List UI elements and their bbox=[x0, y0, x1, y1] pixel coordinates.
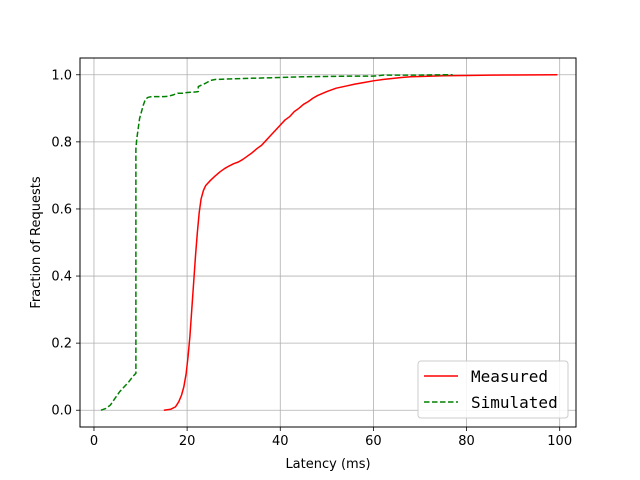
series-line-measured bbox=[163, 74, 558, 411]
plot-frame bbox=[79, 57, 577, 428]
grid-lines bbox=[80, 58, 576, 427]
y-tick-label: 0.0 bbox=[51, 404, 72, 419]
x-tick-label: 80 bbox=[458, 434, 475, 449]
x-axis-label: Latency (ms) bbox=[285, 457, 370, 472]
legend: Measured Simulated bbox=[417, 360, 569, 419]
y-tick-label: 0.4 bbox=[51, 270, 72, 285]
legend-label-measured: Measured bbox=[471, 367, 548, 386]
x-tick-label: 0 bbox=[90, 434, 98, 449]
x-tick-label: 60 bbox=[365, 434, 382, 449]
legend-label-simulated: Simulated bbox=[471, 393, 558, 412]
y-axis-label: Fraction of Requests bbox=[29, 176, 44, 308]
axis-ticks: 0 20 40 60 80 100 0.0 0.2 0.4 0.6 0.8 1.0 bbox=[51, 68, 572, 449]
x-tick-label: 40 bbox=[272, 434, 289, 449]
x-tick-label: 100 bbox=[547, 434, 572, 449]
y-tick-label: 0.8 bbox=[51, 135, 72, 150]
series-layer bbox=[100, 74, 558, 411]
x-tick-label: 20 bbox=[179, 434, 196, 449]
y-tick-label: 0.2 bbox=[51, 337, 72, 352]
series-line-simulated bbox=[100, 74, 453, 411]
y-tick-label: 0.6 bbox=[51, 202, 72, 217]
y-tick-label: 1.0 bbox=[51, 68, 72, 83]
